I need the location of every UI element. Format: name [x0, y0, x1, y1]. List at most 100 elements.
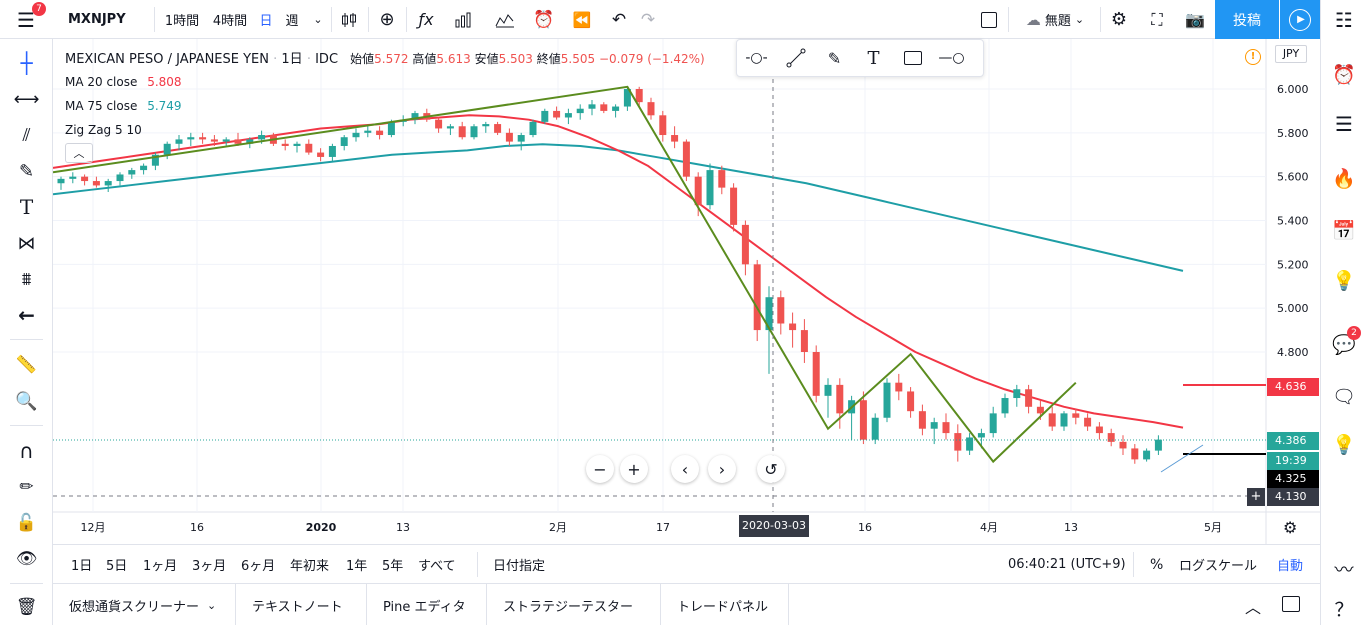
auto-scale-toggle[interactable]: 自動: [1277, 559, 1304, 574]
lock-drawing-tool[interactable]: ✏: [0, 469, 53, 505]
interval-dropdown[interactable]: ⌄: [307, 0, 329, 39]
pattern-tool[interactable]: ⋈: [0, 225, 53, 261]
candle-body: [199, 137, 207, 140]
play-button[interactable]: ▶: [1280, 0, 1320, 39]
add-alert-button[interactable]: +: [1247, 488, 1265, 506]
tab-pine-editor[interactable]: Pine エディタ: [367, 584, 487, 625]
tab-text-notes[interactable]: テキストノート: [236, 584, 367, 625]
horizontal-line-icon: —○: [938, 50, 965, 66]
undo-button[interactable]: ↶: [604, 0, 634, 39]
fib-tool[interactable]: ⫽: [0, 117, 53, 153]
interval-4h[interactable]: 4時間: [212, 14, 248, 29]
log-scale-toggle[interactable]: ログスケール: [1179, 559, 1258, 574]
brush-tool-float[interactable]: ✎: [815, 40, 854, 76]
hotlists-button[interactable]: 🔥: [1321, 158, 1366, 198]
templates-button[interactable]: [488, 0, 522, 39]
back-button[interactable]: ←: [0, 297, 53, 333]
range-ytd[interactable]: 年初来: [290, 559, 330, 574]
symbol-title[interactable]: MEXICAN PESO / JAPANESE YEN: [65, 52, 269, 67]
trend-line-tool-float[interactable]: [776, 40, 815, 76]
zoom-tool[interactable]: 🔍: [0, 383, 53, 419]
calendar-button[interactable]: 📅: [1321, 210, 1366, 250]
range-3m[interactable]: 3ヶ月: [192, 559, 227, 574]
interval-1h[interactable]: 1時間: [164, 14, 200, 29]
range-1d[interactable]: 1日: [71, 559, 93, 574]
interval-1w[interactable]: 週: [285, 14, 299, 29]
redo-button[interactable]: ↷: [636, 0, 660, 39]
alerts-button[interactable]: ⏰: [1321, 54, 1366, 94]
pulse-button[interactable]: 〰: [1321, 548, 1366, 588]
tab-strategy-tester[interactable]: ストラテジーテスター: [487, 584, 661, 625]
ray-icon: -○-: [745, 50, 768, 66]
maximize-panel-button[interactable]: [1282, 596, 1300, 612]
candle-body: [446, 126, 454, 129]
hide-drawings-tool[interactable]: 👁: [0, 541, 53, 577]
expand-panel-button[interactable]: ︿: [1245, 594, 1261, 618]
ma75-legend[interactable]: MA 75 close 5.749: [65, 99, 182, 113]
fullscreen-button[interactable]: ⛶: [1140, 0, 1174, 39]
snapshot-button[interactable]: 📷: [1178, 0, 1212, 39]
replay-button[interactable]: ⏪: [566, 0, 598, 39]
collapse-legend-button[interactable]: ︿: [65, 143, 93, 163]
zigzag-legend[interactable]: Zig Zag 5 10: [65, 123, 142, 137]
financials-button[interactable]: [446, 0, 480, 39]
range-5d[interactable]: 5日: [106, 559, 128, 574]
horizontal-line-tool-float[interactable]: —○: [932, 40, 971, 76]
brush-tool[interactable]: ✎: [0, 153, 53, 189]
text-tool[interactable]: T: [0, 189, 53, 225]
main-menu-button[interactable]: ☰ 7: [0, 0, 52, 39]
trend-line[interactable]: [1160, 444, 1204, 473]
alert-button[interactable]: ⏰: [528, 0, 560, 39]
help-button[interactable]: ？: [1321, 588, 1366, 625]
layout-button[interactable]: [974, 0, 1004, 39]
delete-drawings-tool[interactable]: 🗑: [0, 589, 53, 625]
currency-label[interactable]: JPY: [1275, 45, 1307, 63]
range-6m[interactable]: 6ヶ月: [241, 559, 276, 574]
data-window-button[interactable]: ☰: [1321, 104, 1366, 144]
tab-crypto-screener[interactable]: 仮想通貨スクリーナー ⌄: [53, 584, 236, 625]
range-5y[interactable]: 5年: [382, 559, 404, 574]
scroll-right-button[interactable]: ›: [708, 455, 736, 483]
scroll-left-button[interactable]: ‹: [671, 455, 699, 483]
percent-scale-toggle[interactable]: %: [1150, 556, 1164, 573]
warning-icon[interactable]: !: [1245, 49, 1261, 65]
messages-button[interactable]: 🗨: [1321, 376, 1366, 416]
indicators-button[interactable]: ƒx: [410, 0, 442, 39]
symbol-search[interactable]: MXNJPY: [68, 12, 126, 27]
candle-body: [671, 135, 679, 142]
magnet-tool[interactable]: ∩: [0, 433, 53, 469]
zoom-in-button[interactable]: +: [620, 455, 648, 483]
signals-button[interactable]: 💡: [1321, 424, 1366, 464]
publish-button[interactable]: 投稿: [1215, 0, 1279, 39]
watchlist-button[interactable]: ☷: [1321, 0, 1366, 40]
ma20-legend[interactable]: MA 20 close 5.808: [65, 75, 182, 89]
chart-settings-button[interactable]: ⚙: [1283, 518, 1297, 537]
lock-all-tool[interactable]: 🔓: [0, 505, 53, 541]
goto-date-button[interactable]: 日付指定: [493, 559, 546, 574]
range-1y[interactable]: 1年: [346, 559, 368, 574]
tab-trading-panel[interactable]: トレードパネル: [661, 584, 789, 625]
chart-pane[interactable]: 6.000 5.800 5.600 5.400 5.200 5.000 4.800 12月 1…: [53, 39, 1320, 544]
interval-1d[interactable]: 日: [259, 14, 273, 29]
save-layout-button[interactable]: ☁ 無題 ⌄: [1012, 0, 1098, 39]
compare-button[interactable]: ⊕: [372, 0, 402, 39]
range-1m[interactable]: 1ヶ月: [143, 559, 178, 574]
measure-tool[interactable]: 📏: [0, 347, 53, 383]
chats-button[interactable]: 💬 2: [1321, 324, 1366, 364]
reset-chart-button[interactable]: ↺: [757, 455, 785, 483]
callout-tool-float[interactable]: [893, 40, 932, 76]
horizontal-ray-tool[interactable]: -○-: [737, 40, 776, 76]
chart-type-button[interactable]: [334, 0, 364, 39]
timezone-clock[interactable]: 06:40:21 (UTC+9): [1008, 557, 1126, 572]
ideas-button[interactable]: 💡: [1321, 260, 1366, 300]
crosshair-tool[interactable]: ┼: [0, 45, 53, 81]
gridlines: [53, 39, 1266, 512]
prediction-tool[interactable]: ⩩: [0, 261, 53, 297]
settings-button[interactable]: ⚙: [1104, 0, 1134, 39]
zoom-out-button[interactable]: −: [586, 455, 614, 483]
range-all[interactable]: すべて: [418, 559, 456, 574]
trend-line-tool[interactable]: ⟷: [0, 81, 53, 117]
text-tool-float[interactable]: T: [854, 40, 893, 76]
candle-body: [222, 139, 230, 142]
